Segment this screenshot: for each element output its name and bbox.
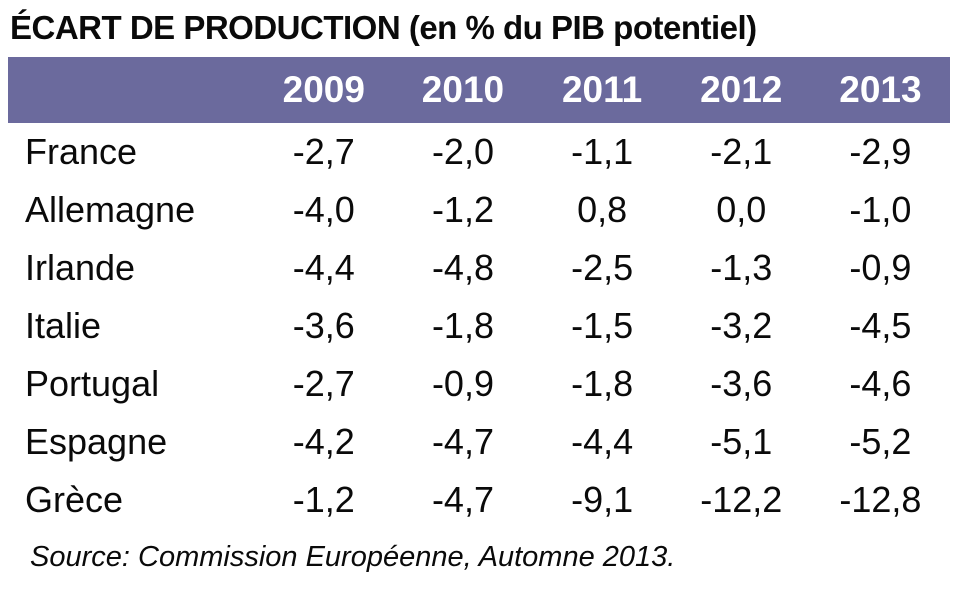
cell-value: -3,2	[710, 305, 773, 346]
cell-value: -4,4	[571, 421, 634, 462]
output-gap-table: 2009 2010 2011 2012 2013 France -2,7 -2,…	[8, 57, 950, 529]
cell-value: -1,3	[710, 247, 773, 288]
cell-value: -9,1	[571, 479, 634, 520]
cell-value: -4,0	[292, 189, 355, 230]
cell-value: -1,8	[571, 363, 634, 404]
row-label-allemagne: Allemagne	[25, 189, 196, 230]
table-row: Irlande -4,4 -4,8 -2,5 -1,3 -0,9	[8, 239, 950, 297]
cell-value: -3,6	[710, 363, 773, 404]
column-header-2010: 2010	[421, 69, 505, 110]
column-header-2009: 2009	[282, 69, 365, 110]
row-label-irlande: Irlande	[25, 247, 136, 288]
column-header-2012: 2012	[700, 69, 783, 110]
cell-value: -2,1	[710, 131, 773, 172]
table-row: Portugal -2,7 -0,9 -1,8 -3,6 -4,6	[8, 355, 950, 413]
cell-value: -1,0	[849, 189, 912, 230]
table-header-row: 2009 2010 2011 2012 2013	[8, 57, 950, 123]
column-header-2013: 2013	[839, 69, 922, 110]
cell-value: -2,9	[849, 131, 912, 172]
cell-value: -3,6	[292, 305, 355, 346]
column-header-2011: 2011	[561, 69, 643, 110]
cell-value: -1,8	[431, 305, 494, 346]
cell-value: -0,9	[849, 247, 912, 288]
cell-value: -2,7	[292, 131, 355, 172]
row-label-france: France	[25, 131, 138, 172]
cell-value: -1,1	[571, 131, 634, 172]
cell-value: -0,9	[431, 363, 494, 404]
cell-value: -12,8	[839, 479, 922, 520]
page-title: ÉCART DE PRODUCTION (en % du PIB potenti…	[10, 9, 757, 46]
table-row: Espagne -4,2 -4,7 -4,4 -5,1 -5,2	[8, 413, 950, 471]
source-note: Source: Commission Européenne, Automne 2…	[30, 541, 676, 573]
table-row: Grèce -1,2 -4,7 -9,1 -12,2 -12,8	[8, 471, 950, 529]
cell-value: -4,8	[431, 247, 494, 288]
row-label-grece: Grèce	[25, 479, 124, 520]
cell-value: -1,2	[431, 189, 494, 230]
cell-value: -2,0	[431, 131, 494, 172]
cell-value: -1,2	[292, 479, 355, 520]
row-label-espagne: Espagne	[25, 421, 168, 462]
cell-value: -4,6	[849, 363, 912, 404]
cell-value: -2,5	[571, 247, 634, 288]
table-row: Italie -3,6 -1,8 -1,5 -3,2 -4,5	[8, 297, 950, 355]
cell-value: -4,7	[431, 479, 494, 520]
cell-value: -5,1	[710, 421, 773, 462]
table-row: France -2,7 -2,0 -1,1 -2,1 -2,9	[8, 123, 950, 181]
cell-value: -4,7	[431, 421, 494, 462]
cell-value: -4,5	[849, 305, 912, 346]
cell-value: -1,5	[571, 305, 634, 346]
cell-value: -5,2	[849, 421, 912, 462]
row-label-italie: Italie	[25, 305, 102, 346]
cell-value: 0,0	[716, 189, 767, 230]
table-row: Allemagne -4,0 -1,2 0,8 0,0 -1,0	[8, 181, 950, 239]
cell-value: -4,4	[292, 247, 355, 288]
row-label-portugal: Portugal	[25, 363, 160, 404]
cell-value: -2,7	[292, 363, 355, 404]
header-empty-cell	[8, 57, 254, 123]
cell-value: -4,2	[292, 421, 355, 462]
cell-value: 0,8	[577, 189, 628, 230]
cell-value: -12,2	[700, 479, 783, 520]
